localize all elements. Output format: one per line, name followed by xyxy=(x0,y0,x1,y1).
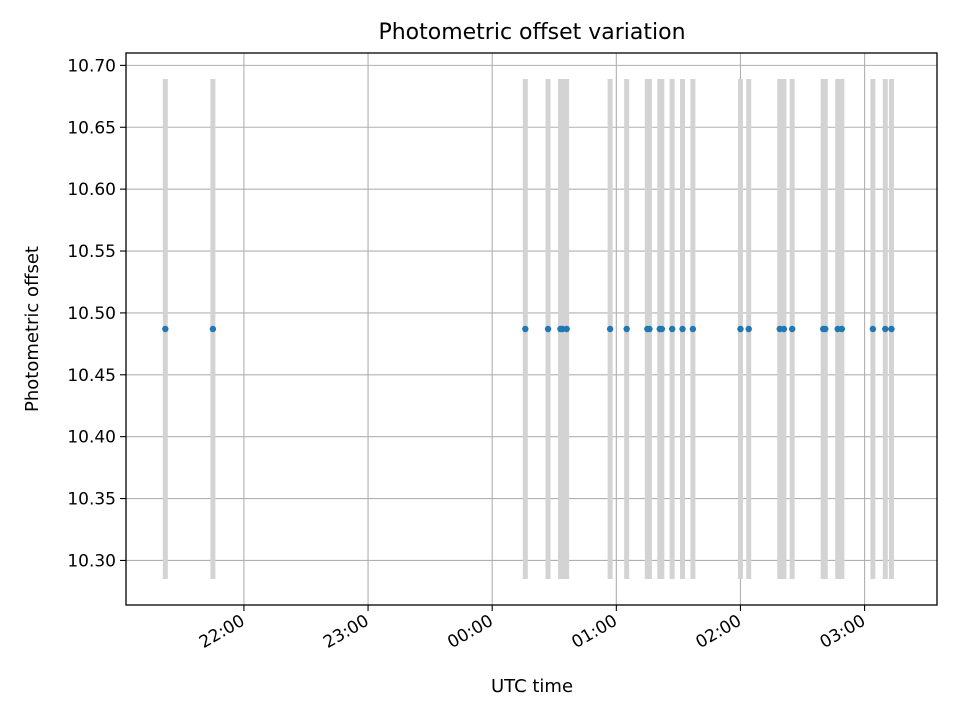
data-point xyxy=(544,325,552,333)
data-point xyxy=(838,325,846,333)
data-point xyxy=(737,325,744,333)
data-point xyxy=(209,325,217,333)
data-point xyxy=(522,325,529,333)
y-tick-label: 10.55 xyxy=(67,242,116,262)
y-tick-label: 10.50 xyxy=(67,304,116,324)
data-point xyxy=(780,325,788,333)
data-point xyxy=(788,325,796,333)
y-gridlines xyxy=(126,64,937,561)
x-axis-label: UTC time xyxy=(491,676,573,697)
data-point xyxy=(563,325,570,333)
data-point xyxy=(646,325,653,333)
y-tick-label: 10.70 xyxy=(67,56,116,76)
plot-frame xyxy=(125,52,938,606)
data-point xyxy=(668,325,676,333)
y-tick-label: 10.65 xyxy=(67,118,116,138)
data-point xyxy=(745,325,752,333)
data-point xyxy=(623,325,630,333)
y-tick-label: 10.35 xyxy=(67,490,116,510)
y-axis-label: Photometric offset xyxy=(22,246,43,412)
data-point xyxy=(679,325,686,333)
data-point xyxy=(822,325,829,333)
y-tick-label: 10.40 xyxy=(67,428,116,448)
data-point xyxy=(882,325,889,333)
data-point xyxy=(869,325,877,333)
y-tick-label: 10.60 xyxy=(67,180,116,200)
data-point xyxy=(689,325,697,333)
y-tick-label: 10.30 xyxy=(67,551,116,571)
data-point xyxy=(658,325,666,333)
y-tick-label: 10.45 xyxy=(67,366,116,386)
data-point xyxy=(606,325,614,333)
y-axis-ticks: 10.30 10.35 10.40 10.45 10.50 10.55 10.60 10.65… xyxy=(67,56,126,571)
chart-title: Photometric offset variation xyxy=(378,20,685,45)
data-point xyxy=(888,325,895,333)
data-point xyxy=(162,325,169,333)
data-points xyxy=(162,325,895,333)
